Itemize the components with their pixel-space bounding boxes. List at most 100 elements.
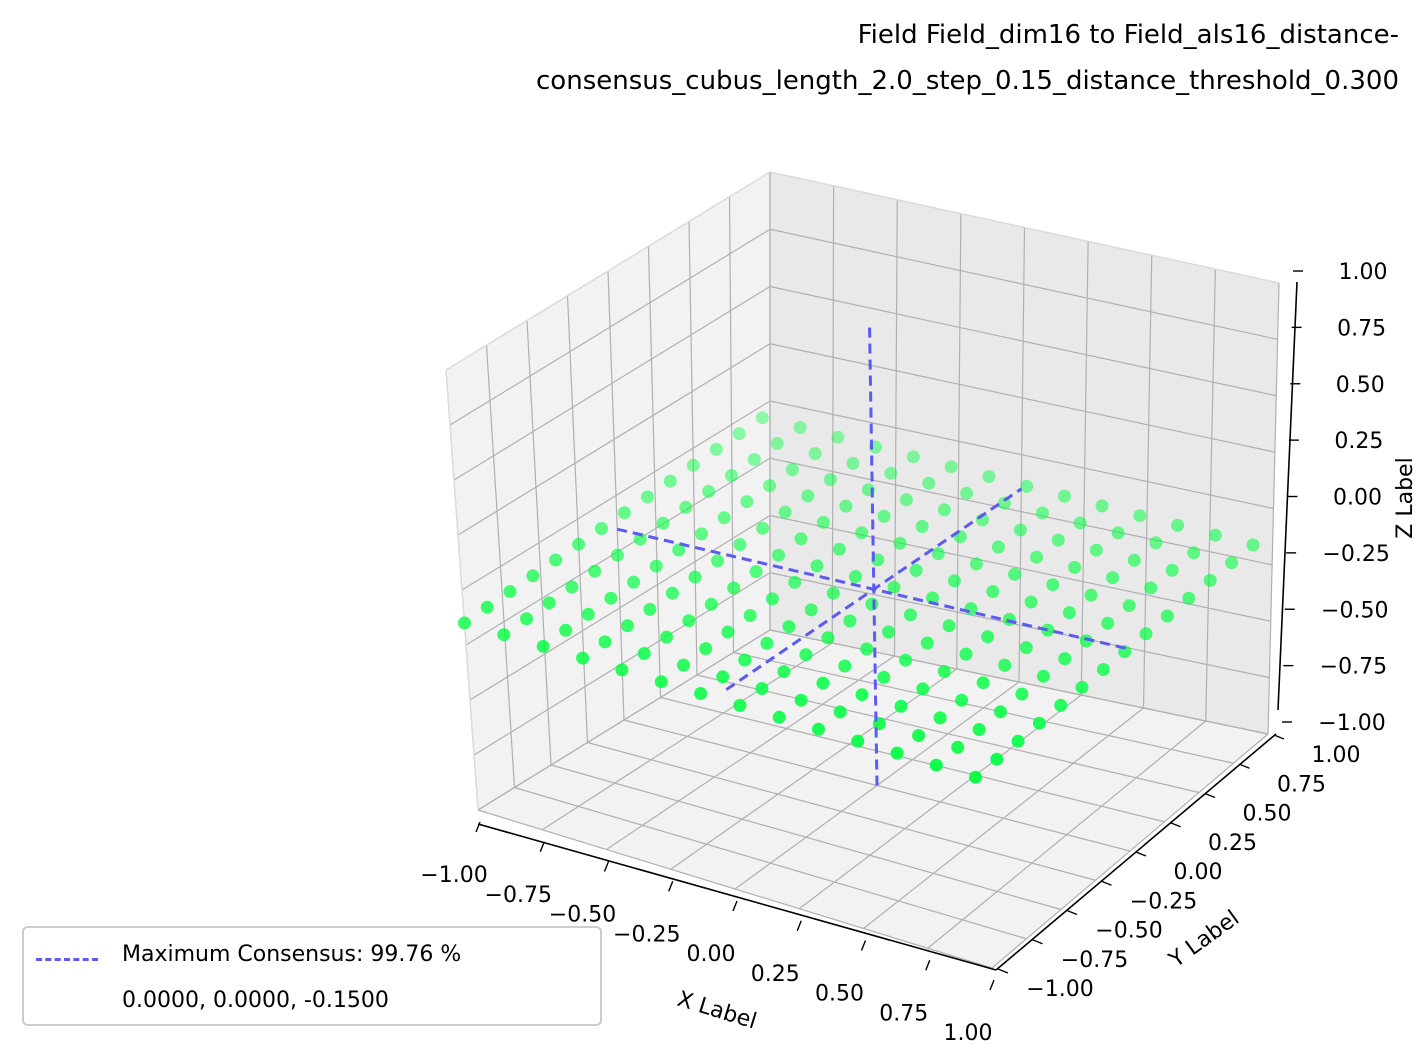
z-tick-label: 0.25: [1334, 429, 1383, 454]
data-point: [916, 682, 930, 696]
data-point: [1101, 616, 1115, 630]
z-axis-label: Z Label: [1393, 457, 1418, 538]
data-point: [849, 570, 862, 583]
data-point: [909, 563, 923, 577]
y-tick-label: −0.75: [1061, 948, 1128, 973]
data-point: [804, 603, 818, 617]
data-point: [733, 698, 747, 712]
data-point: [794, 693, 808, 707]
data-point: [831, 430, 845, 444]
x-tick-label: 0.00: [687, 942, 736, 967]
x-tick: [732, 900, 738, 912]
data-point: [929, 758, 943, 772]
legend: Maximum Consensus: 99.76 % 0.0000, 0.000…: [22, 926, 602, 1026]
data-point: [1030, 550, 1043, 564]
data-point: [770, 437, 784, 450]
data-point: [588, 564, 602, 578]
data-point: [711, 554, 724, 568]
data-point: [1139, 627, 1153, 641]
data-point: [855, 688, 869, 702]
legend-dashed-line-icon: [36, 958, 98, 961]
data-point: [782, 620, 796, 634]
data-point: [695, 527, 708, 541]
data-point: [1127, 553, 1141, 567]
grid-line: [769, 343, 1276, 453]
data-point: [1036, 669, 1050, 683]
data-point: [1149, 536, 1163, 550]
data-point: [904, 608, 917, 622]
grid-line: [647, 246, 662, 698]
data-point: [1002, 612, 1016, 626]
data-point: [951, 740, 965, 754]
data-point: [812, 722, 825, 736]
data-point: [755, 411, 769, 425]
data-point: [480, 600, 494, 614]
data-point: [899, 493, 913, 507]
y-tick-label: 0.50: [1243, 802, 1292, 827]
data-point: [704, 597, 718, 611]
x-tick: [539, 841, 545, 853]
data-point: [598, 635, 612, 649]
x-tick-label: 0.50: [815, 982, 864, 1007]
data-point: [457, 616, 471, 630]
data-point: [959, 647, 973, 661]
z-tick-label: −0.25: [1322, 542, 1389, 567]
data-point: [991, 540, 1005, 554]
y-tick-label: 1.00: [1312, 743, 1361, 768]
data-point: [994, 705, 1007, 719]
y-axis-label: Y Label: [1164, 906, 1244, 974]
data-point: [865, 597, 879, 611]
data-point: [990, 752, 1004, 766]
z-tick-label: −1.00: [1318, 711, 1385, 736]
data-point: [823, 473, 837, 487]
data-point: [981, 630, 995, 644]
pane-edge: [445, 369, 479, 811]
data-point: [581, 607, 595, 621]
data-point: [595, 522, 608, 535]
y-tick-label: 0.75: [1277, 772, 1326, 797]
y-tick: [1066, 909, 1078, 916]
data-point: [1079, 634, 1093, 648]
grid-line: [769, 400, 1274, 510]
grid-line: [769, 629, 1269, 735]
data-point: [679, 500, 693, 514]
data-point: [1008, 567, 1022, 581]
data-point: [890, 746, 904, 760]
data-point: [760, 636, 774, 650]
data-point: [503, 585, 517, 598]
data-point: [960, 486, 974, 500]
data-point: [660, 630, 674, 644]
data-point: [1013, 523, 1027, 537]
data-point: [1106, 571, 1120, 585]
data-point: [1182, 591, 1196, 605]
y-tick: [1032, 939, 1043, 945]
data-point: [621, 619, 634, 633]
data-point: [1051, 533, 1065, 547]
chart-title-line-1: Field Field_dim16 to Field_als16_distanc…: [857, 20, 1399, 50]
data-point: [1089, 543, 1103, 557]
x-axis-label: X Label: [674, 987, 759, 1035]
z-tick-label: 1.00: [1339, 260, 1388, 285]
data-point: [542, 596, 556, 610]
data-point: [772, 548, 785, 562]
data-point: [1075, 680, 1089, 694]
data-point: [743, 609, 757, 622]
data-point: [778, 505, 792, 519]
data-point: [672, 543, 686, 557]
grid-line: [991, 733, 1269, 969]
grid-line: [769, 228, 1278, 340]
pane-edge: [769, 171, 1280, 284]
data-point: [986, 585, 1000, 598]
data-point: [1073, 516, 1087, 530]
data-point: [893, 536, 907, 550]
data-point: [794, 532, 808, 546]
x-tick-label: 1.00: [944, 1021, 993, 1046]
data-point: [633, 532, 647, 546]
z-tick-label: −0.50: [1321, 598, 1388, 623]
data-point: [520, 612, 533, 626]
y-tick: [1170, 822, 1181, 828]
data-point: [649, 559, 663, 573]
data-point: [1019, 641, 1033, 655]
data-point: [843, 614, 857, 628]
